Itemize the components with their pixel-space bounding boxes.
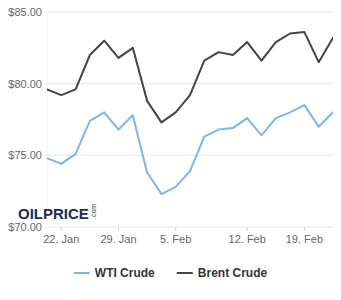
- y-axis-line: [47, 12, 48, 227]
- x-tick-label: 29. Jan: [100, 233, 136, 245]
- x-tick: [118, 227, 119, 231]
- x-tick-label: 19. Feb: [286, 233, 323, 245]
- x-tick-label: 22. Jan: [43, 233, 79, 245]
- legend-label: Brent Crude: [198, 266, 268, 280]
- grid-line: [45, 83, 333, 84]
- x-tick: [304, 227, 305, 231]
- logo-suffix: .com: [90, 204, 97, 219]
- x-tick-label: 5. Feb: [160, 233, 191, 245]
- grid-line: [45, 227, 333, 228]
- y-tick-label: $80.00: [8, 78, 42, 90]
- x-tick: [175, 227, 176, 231]
- line: [47, 105, 333, 194]
- legend-item[interactable]: Brent Crude: [177, 266, 268, 280]
- chart: $70.00 $75.00 $80.00 $85.00 22. Jan 29. Jan 5.…: [0, 0, 341, 300]
- grid: [45, 12, 333, 227]
- y-tick-label: $85.00: [8, 6, 42, 18]
- grid-line: [45, 12, 333, 13]
- y-tick-label: $70.00: [8, 221, 42, 233]
- line: [47, 32, 333, 122]
- legend: WTI Crude Brent Crude: [74, 266, 268, 280]
- x-tick: [61, 227, 62, 231]
- y-tick-label: $75.00: [8, 149, 42, 161]
- x-tick-label: 12. Feb: [229, 233, 266, 245]
- legend-swatch: [177, 272, 193, 274]
- series-group: [47, 32, 333, 194]
- logo-text: OILPRICE: [18, 205, 89, 222]
- grid-line: [45, 155, 333, 156]
- legend-swatch: [74, 272, 90, 274]
- legend-label: WTI Crude: [95, 266, 155, 280]
- x-tick: [247, 227, 248, 231]
- legend-item[interactable]: WTI Crude: [74, 266, 155, 280]
